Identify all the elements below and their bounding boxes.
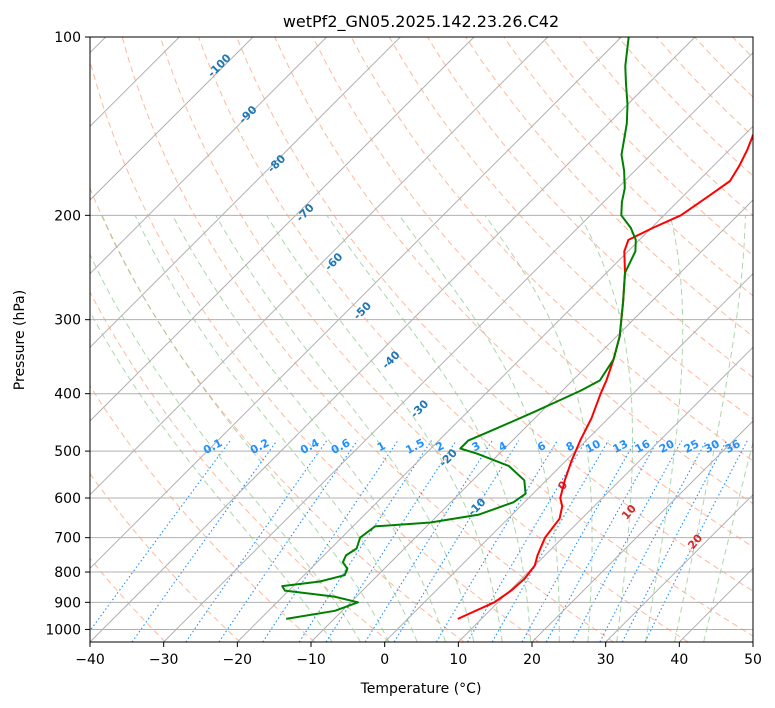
dry-adiabat-line <box>388 37 753 420</box>
background-lines <box>90 37 753 642</box>
y-tick-label: 500 <box>54 444 81 460</box>
dry-adiabat-line <box>90 291 390 642</box>
x-tick-label: 40 <box>670 652 688 668</box>
dry-adiabat-line <box>236 37 753 592</box>
isotherm-line <box>163 51 753 642</box>
x-tick-label: −20 <box>223 652 253 668</box>
mixing-ratio-line <box>521 440 637 642</box>
y-tick-label: 900 <box>54 595 81 611</box>
x-tick-label: 50 <box>744 652 762 668</box>
y-axis-label: Pressure (hPa) <box>12 290 28 390</box>
dry-adiabat-line <box>121 37 614 642</box>
dry-adiabat-line <box>90 59 540 642</box>
dry-adiabat-line <box>426 37 753 378</box>
dewpoint-line <box>281 37 637 620</box>
dry-adiabat-line <box>503 37 753 297</box>
dry-adiabat-line <box>90 472 241 642</box>
dry-adiabat-line <box>465 37 753 338</box>
mixing-ratio-label: 13 <box>611 437 631 456</box>
mixing-ratio-line <box>435 440 558 642</box>
mixing-ratio-line <box>325 440 457 642</box>
isotherm-line <box>90 37 475 422</box>
moist-adiabat-line <box>579 215 633 642</box>
isotherm-line <box>90 37 254 201</box>
moist-adiabat-line <box>90 310 333 642</box>
mixing-ratio-line <box>90 440 231 632</box>
x-tick-label: 10 <box>449 652 467 668</box>
moist-adiabat-line <box>134 215 418 642</box>
mixing-ratio-line <box>491 440 609 642</box>
isotherm-line <box>310 199 753 642</box>
moist-adiabat-line <box>674 215 746 642</box>
isotherm-line <box>90 37 401 349</box>
mixing-ratio-line <box>364 440 493 642</box>
mixing-ratio-line <box>545 440 659 642</box>
x-tick-label: 0 <box>380 652 389 668</box>
mixing-ratio-line <box>467 440 587 642</box>
mixing-ratio-line <box>298 440 432 642</box>
x-axis-label: Temperature (°C) <box>360 681 482 697</box>
mixing-ratio-line <box>644 440 748 642</box>
isotherm-line <box>605 493 753 642</box>
mixing-ratio-label: 25 <box>682 437 702 456</box>
dry-adiabat-line <box>312 37 753 505</box>
y-tick-label: 300 <box>54 313 81 329</box>
isotherm-line <box>90 37 696 642</box>
mixing-ratio-line <box>262 440 399 642</box>
dry-adiabat-line <box>274 37 753 548</box>
isotherm-line <box>531 420 753 642</box>
mixing-ratio-line <box>185 440 328 642</box>
plot-frame <box>89 36 754 643</box>
axes: −40 −30 −20 −10 0 10 20 30 40 50 100 200 300 400 500 60… <box>45 30 762 668</box>
mixing-ratio-label: 30 <box>702 437 722 456</box>
x-tick-label: −10 <box>296 652 326 668</box>
y-tick-label: 600 <box>54 491 81 507</box>
isotherm-line <box>90 37 328 275</box>
dry-adiabat-line <box>159 37 689 642</box>
dry-adiabat-line <box>350 37 753 462</box>
profile-series <box>281 37 753 620</box>
mixing-ratio-label: 16 <box>633 437 653 456</box>
mixing-ratio-line <box>572 440 683 642</box>
mixing-ratio-line <box>131 440 278 642</box>
isotherm-line <box>457 346 753 642</box>
mixing-ratio-label: 20 <box>657 437 677 456</box>
isotherm-line <box>236 125 753 642</box>
isotherm-line <box>384 272 753 642</box>
moist-adiabat-line <box>101 215 390 642</box>
isotherm-line <box>90 37 622 570</box>
moist-adiabat-line <box>90 253 361 642</box>
x-tick-label: 20 <box>523 652 541 668</box>
y-tick-label: 100 <box>54 30 81 46</box>
x-tick-label: −30 <box>149 652 179 668</box>
moist-adiabat-line <box>398 215 560 642</box>
y-tick-label: 800 <box>54 565 81 581</box>
y-tick-label: 700 <box>54 531 81 547</box>
x-tick-label: 30 <box>597 652 615 668</box>
y-tick-label: 400 <box>54 387 81 403</box>
moist-adiabat-label: 30 <box>752 560 772 580</box>
isotherm-line <box>90 37 549 496</box>
moist-adiabat-line <box>645 215 684 642</box>
y-tick-label: 200 <box>54 208 81 224</box>
chart-title: wetPf2_GN05.2025.142.23.26.C42 <box>283 12 559 32</box>
dry-adiabat-line <box>90 384 316 642</box>
moist-adiabat-line <box>215 215 475 642</box>
mixing-ratio-label: 36 <box>723 437 743 456</box>
moist-adiabat-line <box>172 215 446 642</box>
y-tick-label: 1000 <box>45 622 81 638</box>
moist-adiabat-line <box>266 215 503 642</box>
x-tick-label: −40 <box>75 652 105 668</box>
mixing-ratio-label: 10 <box>583 437 603 456</box>
moist-adiabat-line <box>326 215 532 642</box>
